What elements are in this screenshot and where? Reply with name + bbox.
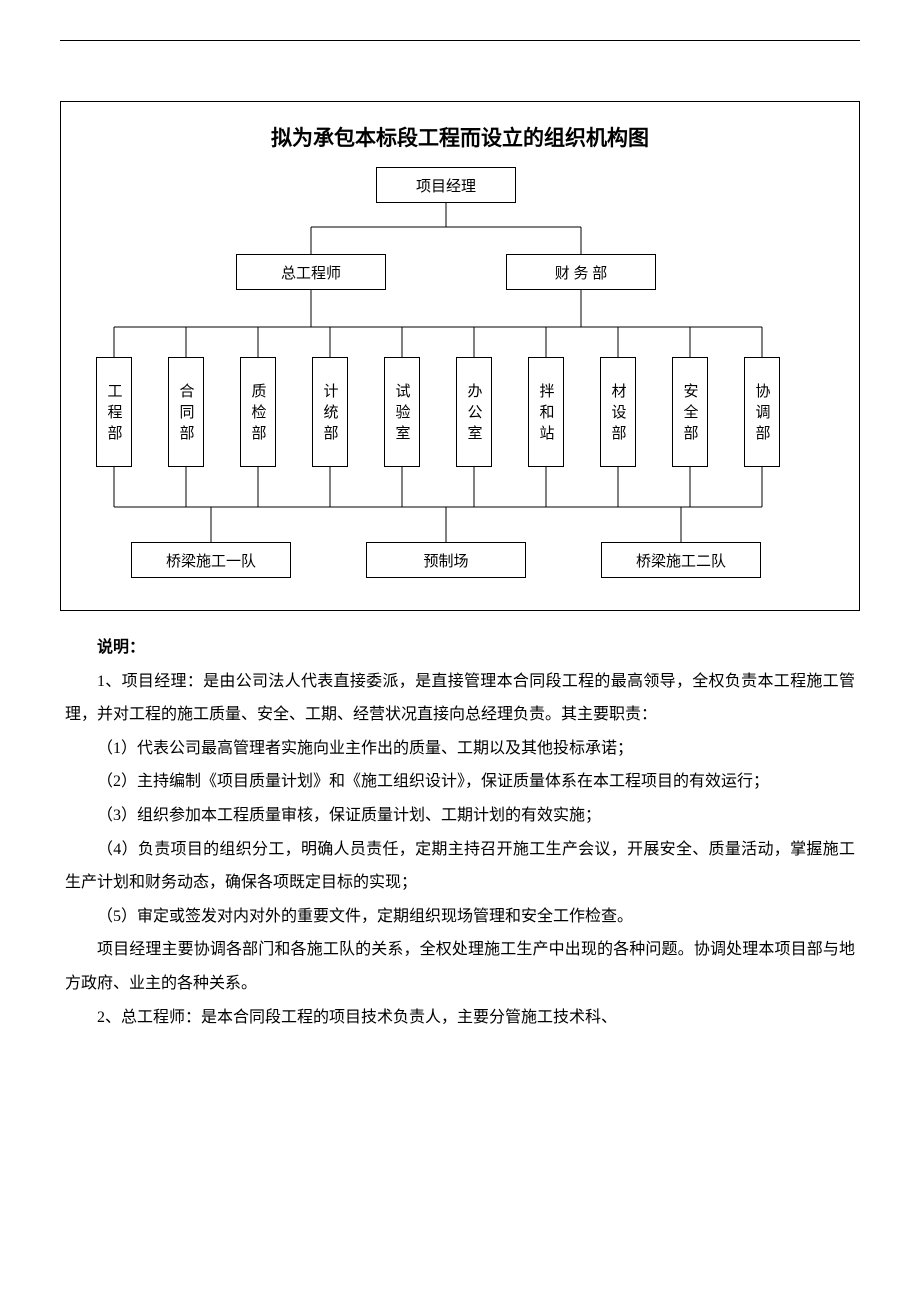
node-project-manager: 项目经理 [376,167,516,203]
node-dept-5: 办公室 [456,357,492,467]
node-team-0: 桥梁施工一队 [131,542,291,578]
paragraph-6: 项目经理主要协调各部门和各施工队的关系，全权处理施工生产中出现的各种问题。协调处… [65,933,855,1000]
node-dept-6: 拌和站 [528,357,564,467]
org-chart: 拟为承包本标段工程而设立的组织机构图 项目经理总工程师 财 务 部工程部合同部质检… [60,101,860,611]
paragraph-3: （3）组织参加本工程质量审核，保证质量计划、工期计划的有效实施； [65,799,855,833]
node-dept-3: 计统部 [312,357,348,467]
header-rule [60,40,860,41]
node-dept-0: 工程部 [96,357,132,467]
paragraph-1: （1）代表公司最高管理者实施向业主作出的质量、工期以及其他投标承诺； [65,732,855,766]
node-dept-9: 协调部 [744,357,780,467]
node-dept-2: 质检部 [240,357,276,467]
section-heading: 说明： [65,631,855,665]
node-chief-engineer: 总工程师 [236,254,386,290]
paragraph-7: 2、总工程师：是本合同段工程的项目技术负责人，主要分管施工技术科、 [65,1001,855,1035]
node-dept-7: 材设部 [600,357,636,467]
node-team-1: 预制场 [366,542,526,578]
node-team-2: 桥梁施工二队 [601,542,761,578]
chart-title: 拟为承包本标段工程而设立的组织机构图 [61,122,859,152]
node-dept-1: 合同部 [168,357,204,467]
node-dept-8: 安全部 [672,357,708,467]
node-finance-dept: 财 务 部 [506,254,656,290]
body-text: 说明： 1、项目经理：是由公司法人代表直接委派，是直接管理本合同段工程的最高领导… [60,631,860,1034]
paragraph-5: （5）审定或签发对内对外的重要文件，定期组织现场管理和安全工作检查。 [65,900,855,934]
paragraph-4: （4）负责项目的组织分工，明确人员责任，定期主持召开施工生产会议，开展安全、质量… [65,833,855,900]
node-dept-4: 试验室 [384,357,420,467]
paragraph-0: 1、项目经理：是由公司法人代表直接委派，是直接管理本合同段工程的最高领导，全权负… [65,665,855,732]
paragraph-2: （2）主持编制《项目质量计划》和《施工组织设计》，保证质量体系在本工程项目的有效… [65,765,855,799]
